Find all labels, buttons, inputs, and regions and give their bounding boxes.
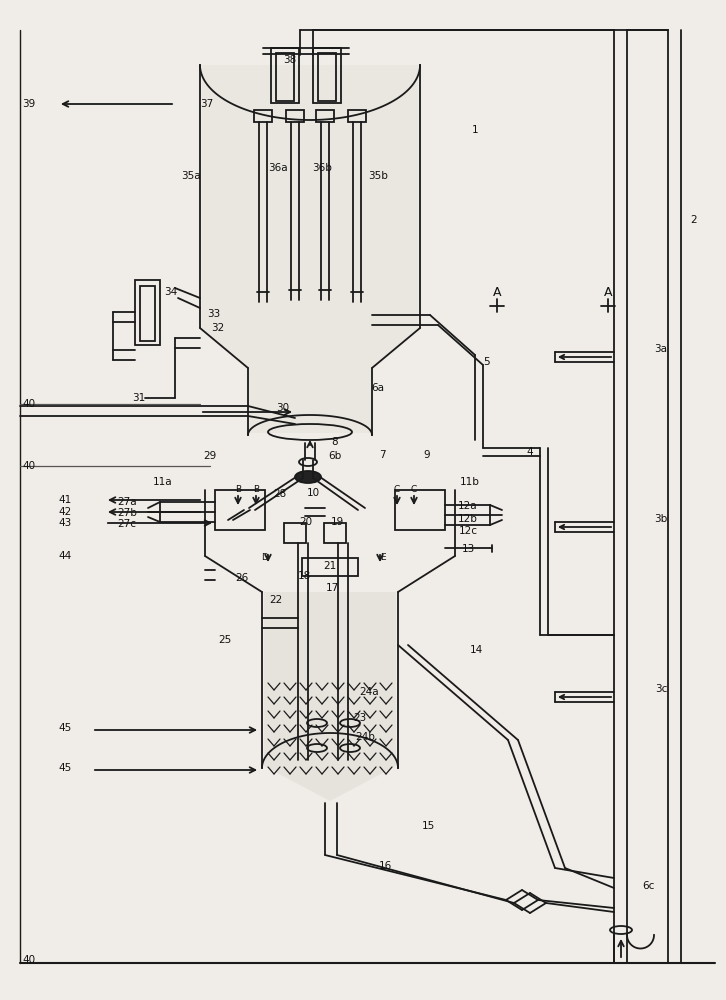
Text: 15: 15 <box>421 821 435 831</box>
Bar <box>271 48 299 103</box>
Text: 11a: 11a <box>153 477 173 487</box>
Text: 40: 40 <box>22 461 35 471</box>
Text: 27c: 27c <box>118 519 136 529</box>
Text: A: A <box>493 286 501 298</box>
Text: B: B <box>235 486 241 494</box>
Text: A: A <box>604 286 612 298</box>
Text: 4: 4 <box>526 447 534 457</box>
Text: 34: 34 <box>164 287 178 297</box>
Text: 16: 16 <box>378 861 391 871</box>
Text: 27a: 27a <box>117 497 136 507</box>
Text: 44: 44 <box>58 551 71 561</box>
Text: 6c: 6c <box>642 881 654 891</box>
Text: 38: 38 <box>283 55 297 65</box>
Text: 2: 2 <box>690 215 697 225</box>
Bar <box>302 558 358 576</box>
Text: 6b: 6b <box>328 451 342 461</box>
Text: 40: 40 <box>22 399 35 409</box>
Text: 33: 33 <box>208 309 221 319</box>
Text: 19: 19 <box>330 517 343 527</box>
Text: 20: 20 <box>299 517 313 527</box>
Text: 28: 28 <box>274 489 287 499</box>
Text: 36a: 36a <box>268 163 287 173</box>
Text: 7: 7 <box>379 450 386 460</box>
Text: 12a: 12a <box>458 501 478 511</box>
Bar <box>284 523 306 543</box>
Text: 45: 45 <box>58 723 71 733</box>
Bar <box>395 490 445 530</box>
Text: 35b: 35b <box>368 171 388 181</box>
Text: 40: 40 <box>22 955 35 965</box>
Text: 6a: 6a <box>372 383 385 393</box>
Text: 23: 23 <box>354 713 367 723</box>
Text: 18: 18 <box>298 571 311 581</box>
Text: 25: 25 <box>219 635 232 645</box>
Text: 24b: 24b <box>355 732 375 742</box>
Bar <box>215 490 265 530</box>
Bar <box>254 110 272 122</box>
Text: 27b: 27b <box>117 508 137 518</box>
Polygon shape <box>202 65 418 433</box>
Text: 8: 8 <box>332 437 338 447</box>
Text: 9: 9 <box>424 450 431 460</box>
Text: 12b: 12b <box>458 514 478 524</box>
Text: 3b: 3b <box>654 514 668 524</box>
Text: 13: 13 <box>462 544 475 554</box>
Polygon shape <box>264 592 396 801</box>
Bar <box>276 53 294 101</box>
Text: 14: 14 <box>470 645 483 655</box>
Text: 11b: 11b <box>460 477 480 487</box>
Text: 32: 32 <box>211 323 224 333</box>
Text: 29: 29 <box>203 451 216 461</box>
Text: 1: 1 <box>472 125 478 135</box>
Text: 43: 43 <box>58 518 71 528</box>
Text: 10: 10 <box>306 488 319 498</box>
Bar <box>286 110 304 122</box>
Bar <box>135 280 160 345</box>
Text: C: C <box>411 486 417 494</box>
Text: 17: 17 <box>325 583 338 593</box>
Text: 37: 37 <box>200 99 213 109</box>
Text: 21: 21 <box>323 561 337 571</box>
Bar <box>313 48 341 103</box>
Text: 22: 22 <box>269 595 282 605</box>
Bar <box>316 110 334 122</box>
Bar <box>318 53 336 101</box>
Text: E: E <box>380 554 386 562</box>
Bar <box>348 110 366 122</box>
Text: 24a: 24a <box>359 687 379 697</box>
Bar <box>140 286 155 341</box>
Text: 12c: 12c <box>459 526 478 536</box>
Text: 35a: 35a <box>182 171 201 181</box>
Text: B: B <box>253 486 259 494</box>
Bar <box>324 523 346 543</box>
Text: 39: 39 <box>22 99 36 109</box>
Text: 3a: 3a <box>655 344 667 354</box>
Text: 26: 26 <box>235 573 248 583</box>
Text: D: D <box>261 554 269 562</box>
Text: C: C <box>394 486 400 494</box>
Text: 30: 30 <box>277 403 290 413</box>
Text: 5: 5 <box>484 357 490 367</box>
Text: 36b: 36b <box>312 163 332 173</box>
Text: 42: 42 <box>58 507 71 517</box>
Text: 3c: 3c <box>655 684 667 694</box>
Ellipse shape <box>295 471 321 483</box>
Text: 41: 41 <box>58 495 71 505</box>
Text: 31: 31 <box>132 393 146 403</box>
Text: 45: 45 <box>58 763 71 773</box>
